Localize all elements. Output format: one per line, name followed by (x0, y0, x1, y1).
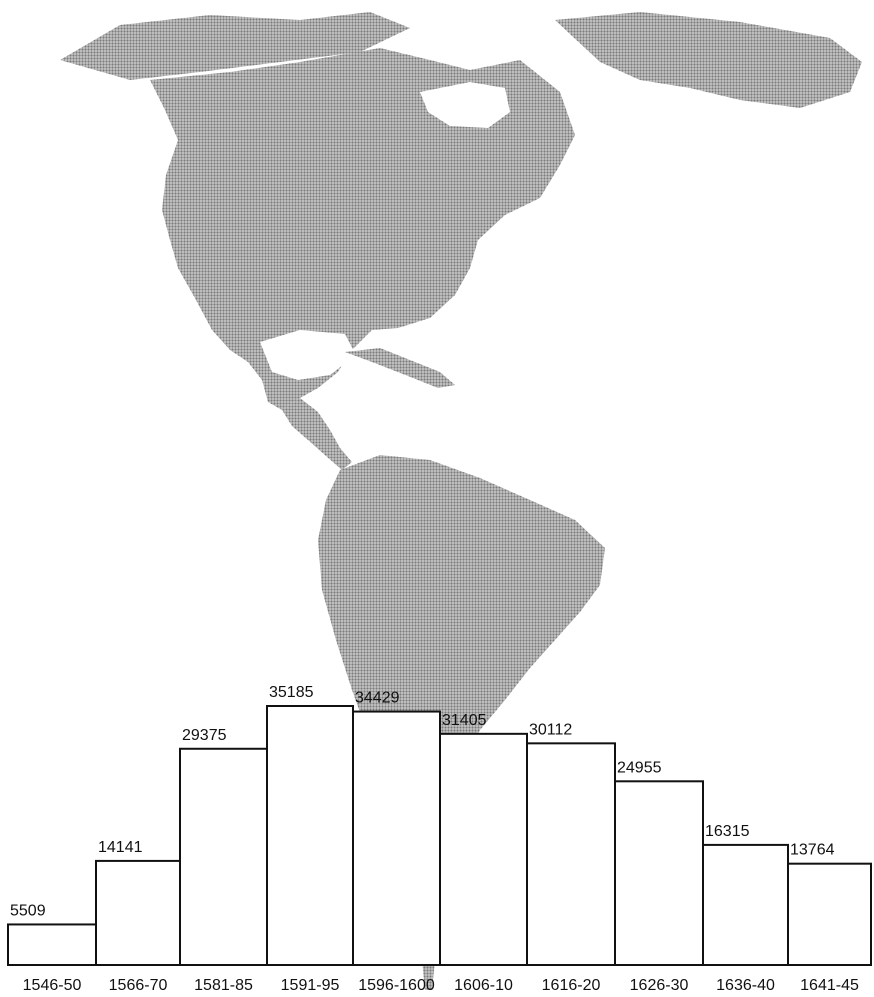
americas-map (60, 12, 862, 990)
category-label: 1606-10 (454, 977, 513, 994)
category-label: 1566-70 (109, 977, 168, 994)
bar-1566-70 (95, 859, 181, 966)
south-america-shape (318, 455, 605, 990)
value-label: 29375 (182, 727, 227, 744)
value-label: 14141 (98, 839, 143, 856)
bar-1591-95 (266, 705, 354, 966)
bar-1626-30 (614, 780, 704, 966)
category-label: 1636-40 (716, 977, 775, 994)
bar-1641-45 (787, 862, 872, 967)
category-label: 1596-1600 (358, 977, 435, 994)
value-labels: 5509 14141 29375 35185 34429 31405 30112 24955 1… (10, 684, 835, 919)
value-label: 24955 (617, 759, 662, 776)
caribbean-islands-shape (345, 348, 455, 388)
category-label: 1591-95 (281, 977, 340, 994)
bar-1616-20 (526, 742, 616, 967)
bar-1636-40 (702, 843, 789, 967)
bars (7, 705, 872, 967)
bar-1546-50 (7, 923, 97, 967)
central-america-shape (282, 398, 352, 470)
arctic-islands-shape (60, 12, 410, 80)
bar-1596-1600 (352, 710, 441, 967)
greenland-shape (555, 12, 862, 108)
category-label: 1546-50 (23, 977, 82, 994)
category-label: 1581-85 (194, 977, 253, 994)
value-label: 34429 (355, 690, 400, 707)
value-label: 31405 (442, 712, 487, 729)
value-label: 5509 (10, 902, 46, 919)
category-label: 1641-45 (800, 977, 859, 994)
value-label: 13764 (790, 842, 835, 859)
north-america-shape (150, 48, 575, 410)
bar-1606-10 (439, 732, 528, 967)
hudson-bay-shape (420, 82, 510, 128)
value-label: 30112 (529, 721, 572, 738)
value-label: 16315 (705, 823, 750, 840)
category-label: 1626-30 (630, 977, 689, 994)
value-label: 35185 (269, 684, 314, 701)
category-labels: 1546-50 1566-70 1581-85 1591-95 1596-1600 160… (23, 977, 859, 994)
bar-1581-85 (179, 747, 268, 966)
category-label: 1616-20 (542, 977, 601, 994)
gulf-of-mexico-shape (260, 330, 356, 380)
